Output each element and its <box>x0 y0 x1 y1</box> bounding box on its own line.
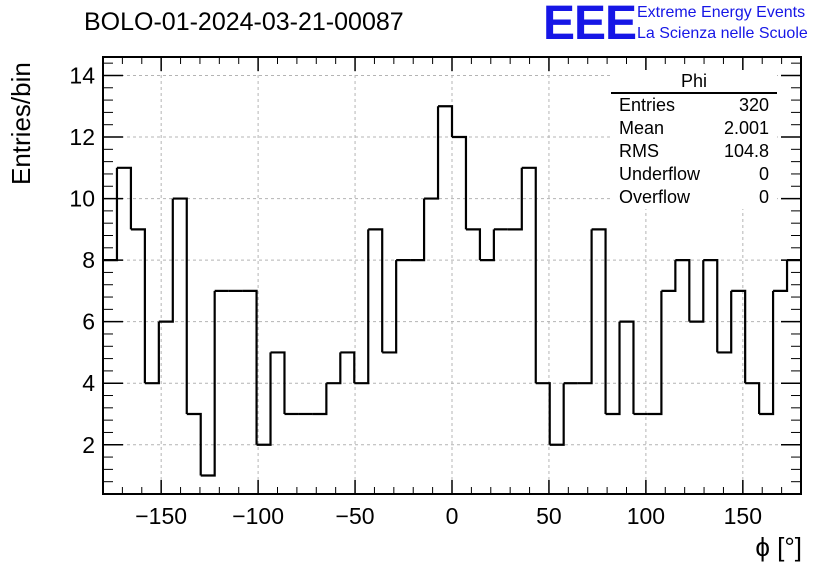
histogram-bin <box>354 229 370 385</box>
stats-label: Mean <box>619 118 665 138</box>
histogram-bin <box>717 290 733 354</box>
x-tick-label: 0 <box>446 503 459 529</box>
histogram-bin <box>647 290 663 416</box>
histogram-bin <box>312 383 328 416</box>
histogram-bin <box>242 289 258 445</box>
histogram-bin <box>424 106 440 200</box>
stats-value: 0 <box>758 187 769 207</box>
y-tick-label: 12 <box>69 124 95 150</box>
stats-row-overflow: Overflow 0 <box>611 186 777 209</box>
histogram-bin <box>675 259 691 322</box>
stats-value: 0 <box>758 164 769 184</box>
histogram-bin <box>326 352 342 385</box>
stats-row-rms: RMS 104.8 <box>611 140 777 163</box>
tick-labels: −150 −100 −50 0 50 100 150 2 4 6 8 10 12 14 <box>69 62 762 529</box>
histogram-bin <box>619 320 635 414</box>
histogram-bin <box>605 321 621 416</box>
histogram-bin <box>158 198 174 323</box>
x-tick-label: 150 <box>724 503 762 529</box>
y-tick-label: 6 <box>82 309 95 335</box>
histogram-bin <box>549 383 565 446</box>
histogram-bin <box>745 382 761 414</box>
histogram-bin <box>200 290 216 477</box>
histogram-bin <box>465 228 482 261</box>
histogram-bin <box>773 260 789 292</box>
stats-value: 320 <box>738 95 769 115</box>
logo-line-2: La Scienza nelle Scuole <box>637 25 808 42</box>
histogram-bin <box>410 198 426 262</box>
histogram-bin <box>703 259 719 353</box>
histogram-bin <box>452 135 468 230</box>
chart-title: BOLO-01-2024-03-21-00087 <box>84 8 404 36</box>
stats-box: Phi Entries 320 Mean 2.001 RMS 104.8 Und… <box>611 70 777 209</box>
histogram-bin <box>103 167 119 262</box>
histogram-bin <box>130 228 146 384</box>
histogram-bin <box>731 289 747 384</box>
y-tick-label: 4 <box>82 370 95 396</box>
x-tick-label: 50 <box>536 503 562 529</box>
histogram-bin <box>521 166 537 384</box>
histogram-bin <box>438 105 454 138</box>
histogram-bin <box>368 228 384 353</box>
stats-label: Entries <box>619 95 676 115</box>
axis-ticks <box>103 57 801 494</box>
stats-label: Overflow <box>619 187 691 207</box>
stats-row-underflow: Underflow 0 <box>611 163 777 186</box>
eee-logo: EEE <box>543 0 637 50</box>
x-tick-label: −150 <box>135 503 187 529</box>
stats-value: 2.001 <box>723 118 769 138</box>
histogram-bin <box>186 412 202 476</box>
stats-label: RMS <box>619 141 659 161</box>
y-tick-label: 2 <box>82 432 95 458</box>
histogram-bin <box>507 167 523 231</box>
y-tick-label: 14 <box>69 62 95 88</box>
histogram-bin <box>144 321 160 385</box>
stats-row-mean: Mean 2.001 <box>611 117 777 140</box>
y-tick-label: 10 <box>69 186 95 212</box>
histogram-bin <box>759 290 775 416</box>
histogram-bin <box>172 197 188 414</box>
histogram-bin <box>591 228 607 414</box>
stats-value: 104.8 <box>723 141 769 161</box>
x-axis-label: ϕ [°] <box>755 532 802 562</box>
histogram-bin <box>256 352 272 446</box>
logo-line-1: Extreme Energy Events <box>637 4 806 21</box>
x-tick-label: −100 <box>232 503 284 529</box>
x-tick-label: −50 <box>336 503 375 529</box>
y-tick-label: 8 <box>82 247 95 273</box>
histogram-bin <box>689 260 705 323</box>
histogram-bin <box>270 351 286 414</box>
histogram-bin <box>340 351 356 384</box>
histogram-bin <box>382 260 398 354</box>
histogram-bin <box>535 382 551 445</box>
histogram-bin <box>661 260 677 292</box>
histogram-bin <box>577 229 593 385</box>
histogram-bin <box>479 229 495 262</box>
stats-label: Underflow <box>619 164 701 184</box>
x-tick-label: 100 <box>627 503 665 529</box>
stats-row-entries: Entries 320 <box>611 94 777 117</box>
histogram-bin <box>116 166 133 230</box>
stats-title: Phi <box>611 70 777 94</box>
